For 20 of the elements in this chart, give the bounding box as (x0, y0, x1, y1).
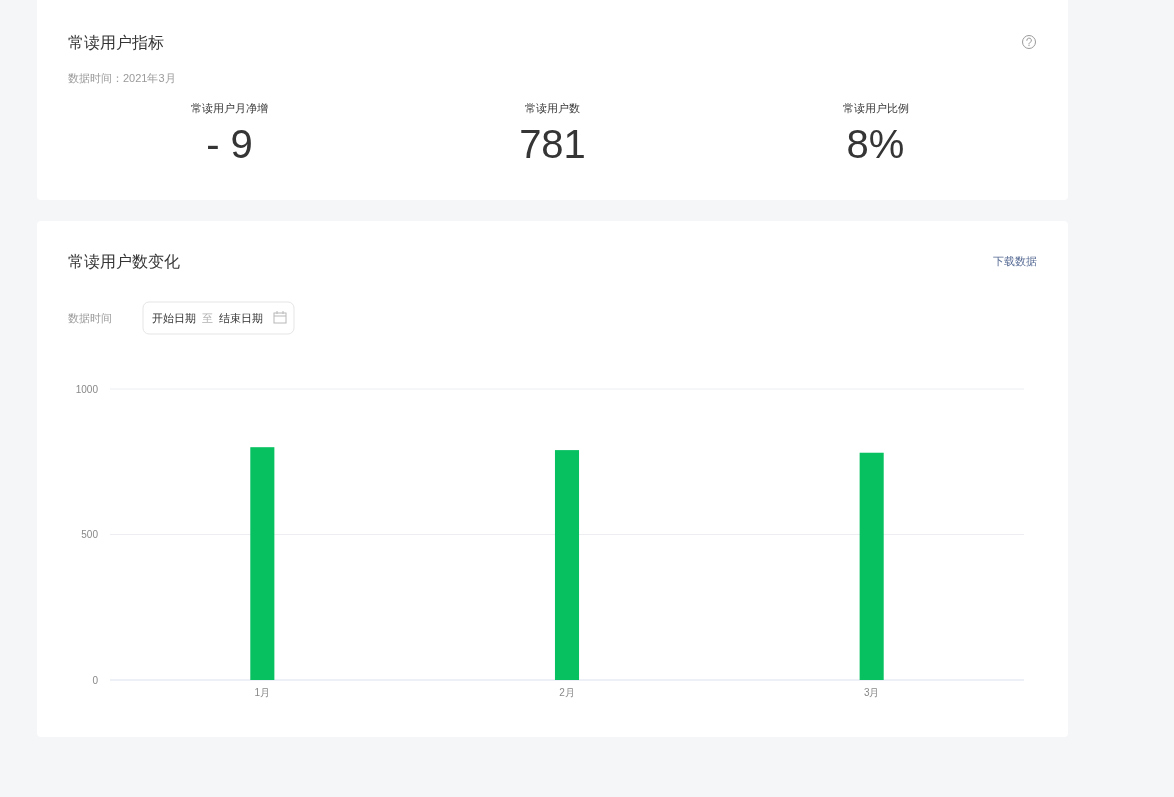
text: - 9 (206, 122, 253, 166)
x-tick-label: 3月 (863, 687, 880, 698)
text: 至 (202, 312, 213, 324)
text: 常读用户比例 (842, 102, 909, 114)
y-tick-label: 500 (81, 529, 99, 540)
text: 常读用户数 (525, 102, 580, 114)
text: 结束日期 (219, 312, 263, 324)
text: 数据时间 (68, 312, 112, 324)
x-tick-label: 1月 (254, 687, 271, 698)
y-tick-label: 0 (92, 674, 99, 686)
y-tick-label: 1000 (75, 383, 99, 395)
text: 开始日期 (152, 312, 196, 324)
chart-title: 常读用户数变化 (68, 253, 180, 270)
text: 常读用户指标 (68, 34, 164, 51)
text: 781 (519, 122, 586, 166)
x-tick-label: 2月 (559, 687, 575, 698)
text: 下载数据 (993, 255, 1037, 267)
text: 8% (846, 122, 905, 166)
text: 数据时间：2021年3月 (68, 72, 176, 84)
text: 常读用户月净增 (191, 102, 268, 114)
